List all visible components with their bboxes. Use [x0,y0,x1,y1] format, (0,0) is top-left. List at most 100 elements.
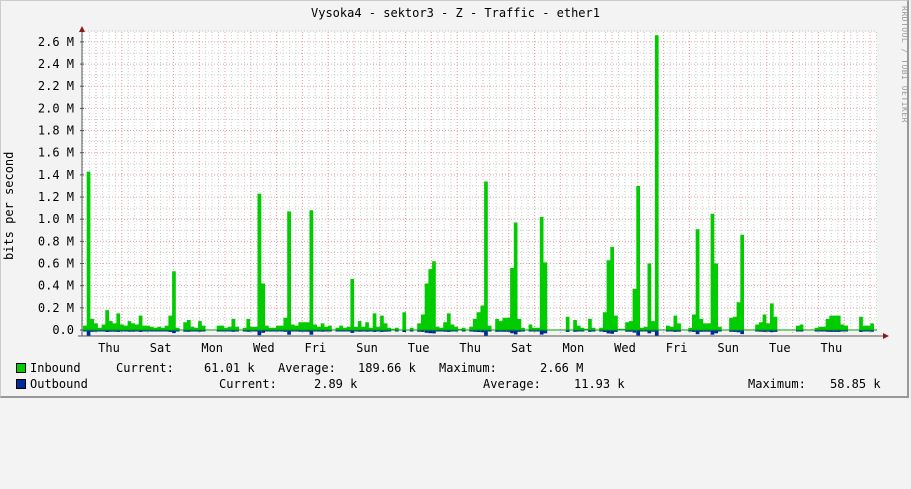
x-tick-label: Wed [253,341,275,355]
outbound-bar [692,330,696,332]
x-tick-label: Fri [666,341,688,355]
outbound-bar [870,330,875,332]
y-tick-label: 0.4 M [38,279,74,293]
outbound-bar [261,330,266,333]
outbound-bar [250,330,254,332]
outbound-bar [736,330,741,333]
outbound-bar [836,330,841,332]
x-tick-label: Thu [821,341,843,355]
outbound-bar [313,330,317,332]
outbound-bar [833,330,837,332]
y-tick-label: 2.4 M [38,57,74,71]
outbound-bar [818,330,823,332]
outbound-bar [673,330,678,332]
outbound-bar [770,330,774,333]
outbound-bar [190,330,195,332]
outbound-bar [123,330,128,332]
outbound-bar [536,330,540,332]
traffic-chart: 0.0 0.2 M 0.4 M 0.6 M 0.8 M 1.0 M 1.2 M 1.4 M 1.… [38,26,889,355]
outbound-bar [758,330,763,332]
outbound-bar [695,330,700,335]
outbound-bar [172,330,176,334]
outbound-bar [840,330,845,332]
outbound-bar [766,330,771,332]
x-tick-label: Tue [408,341,430,355]
outbound-bar [510,330,514,334]
outbound-bar [773,330,778,332]
outbound-bar [291,330,295,332]
outbound-bar [183,330,188,332]
x-tick-label: Sun [356,341,378,355]
x-tick-label: Tue [769,341,791,355]
outbound-bar [198,330,202,332]
outbound-bar [439,330,444,332]
outbound-bar [294,330,299,332]
outbound-bar [532,330,537,332]
outbound-bar [588,330,592,332]
outbound-bar [420,330,425,332]
outbound-average-label: Average: [483,377,541,391]
inbound-current-value: 61.01 k [204,361,255,375]
outbound-bar [324,330,329,332]
outbound-bar [309,330,314,335]
outbound-bar [666,330,670,332]
outbound-bar [350,330,355,333]
outbound-bar [242,330,247,332]
inbound-current-label: Current: [116,361,174,375]
outbound-bar [224,330,228,332]
outbound-bar [357,330,362,332]
inbound-average-value: 189.66 k [358,361,416,375]
outbound-bar [424,330,429,333]
outbound-bar [153,330,158,332]
outbound-bar [105,330,110,332]
outbound-bar [227,330,232,332]
outbound-bar [161,330,165,332]
outbound-bar [862,330,867,332]
outbound-bar [361,330,366,332]
outbound-bar [539,330,544,335]
graph-frame [0,0,909,398]
outbound-bar [651,330,655,332]
y-tick-label: 1.2 M [38,190,74,204]
outbound-bar [859,330,863,332]
y-tick-label: 0.0 [52,323,74,337]
outbound-bar [320,330,325,332]
outbound-bar [268,330,273,332]
outbound-bar [246,330,251,332]
outbound-bar [83,330,87,332]
x-axis-arrow-icon [883,333,889,339]
outbound-bar [394,330,399,332]
outbound-bar [402,330,407,332]
outbound-bar [476,330,481,332]
outbound-bar [606,330,611,334]
x-tick-label: Sat [511,341,533,355]
outbound-bar [472,330,477,332]
outbound-current-label: Current: [219,377,277,391]
outbound-bar [602,330,607,332]
outbound-bar [376,330,381,332]
outbound-bar [461,330,466,332]
outbound-bar [138,330,143,332]
outbound-bar [643,330,648,332]
outbound-bar [610,330,615,334]
inbound-maximum-label: Maximum: [439,361,497,375]
outbound-bar [157,330,162,332]
outbound-bar [235,330,240,332]
outbound-bar [372,330,377,332]
outbound-bar [699,330,704,332]
outbound-bar [97,330,102,332]
outbound-maximum-label: Maximum: [748,377,806,391]
outbound-bar [513,330,518,335]
outbound-bar [703,330,707,332]
outbound-current-value: 2.89 k [314,377,358,391]
outbound-bar [714,330,719,334]
outbound-bar [305,330,310,332]
outbound-bar [729,330,733,332]
outbound-bar [521,330,525,332]
outbound-bar [487,330,492,332]
outbound-bar [628,330,633,332]
x-tick-label: Thu [98,341,120,355]
outbound-bar [677,330,681,332]
x-tick-label: Mon [563,341,585,355]
outbound-bar [428,330,433,334]
